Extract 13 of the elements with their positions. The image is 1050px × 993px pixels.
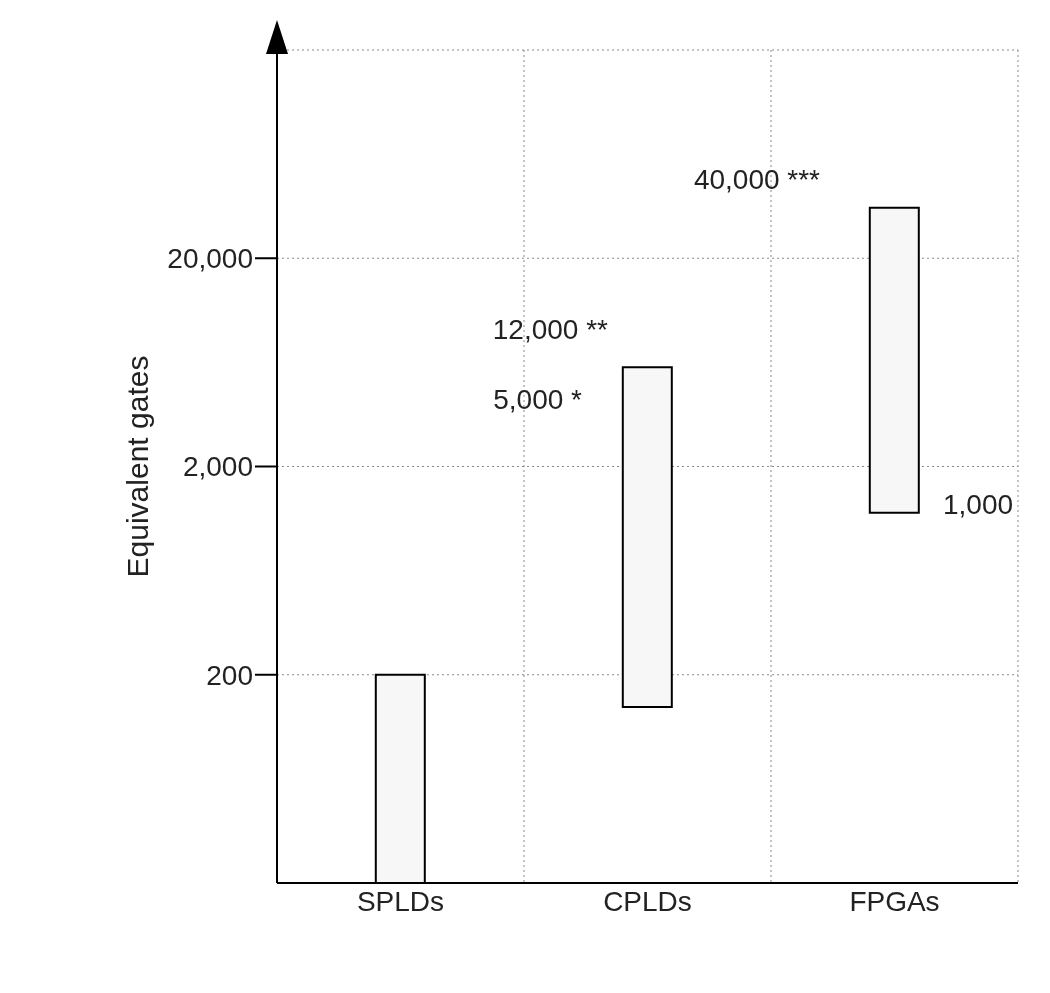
x-tick-label: FPGAs	[849, 885, 940, 917]
annotation: 12,000 **	[492, 313, 608, 347]
x-tick-label: SPLDs	[356, 885, 445, 917]
y-tick-label: 2,000	[182, 451, 253, 483]
bar	[868, 206, 920, 514]
annotation: 40,000 ***	[693, 163, 820, 197]
y-tick-label: 20,000	[167, 243, 253, 275]
y-tick-label: 200	[206, 659, 253, 691]
bar	[621, 366, 673, 709]
x-tick-label: CPLDs	[603, 885, 692, 917]
annotation: 1,000	[943, 488, 1014, 522]
y-axis-title: Equivalent gates	[120, 355, 154, 578]
annotation: 5,000 *	[493, 383, 582, 417]
